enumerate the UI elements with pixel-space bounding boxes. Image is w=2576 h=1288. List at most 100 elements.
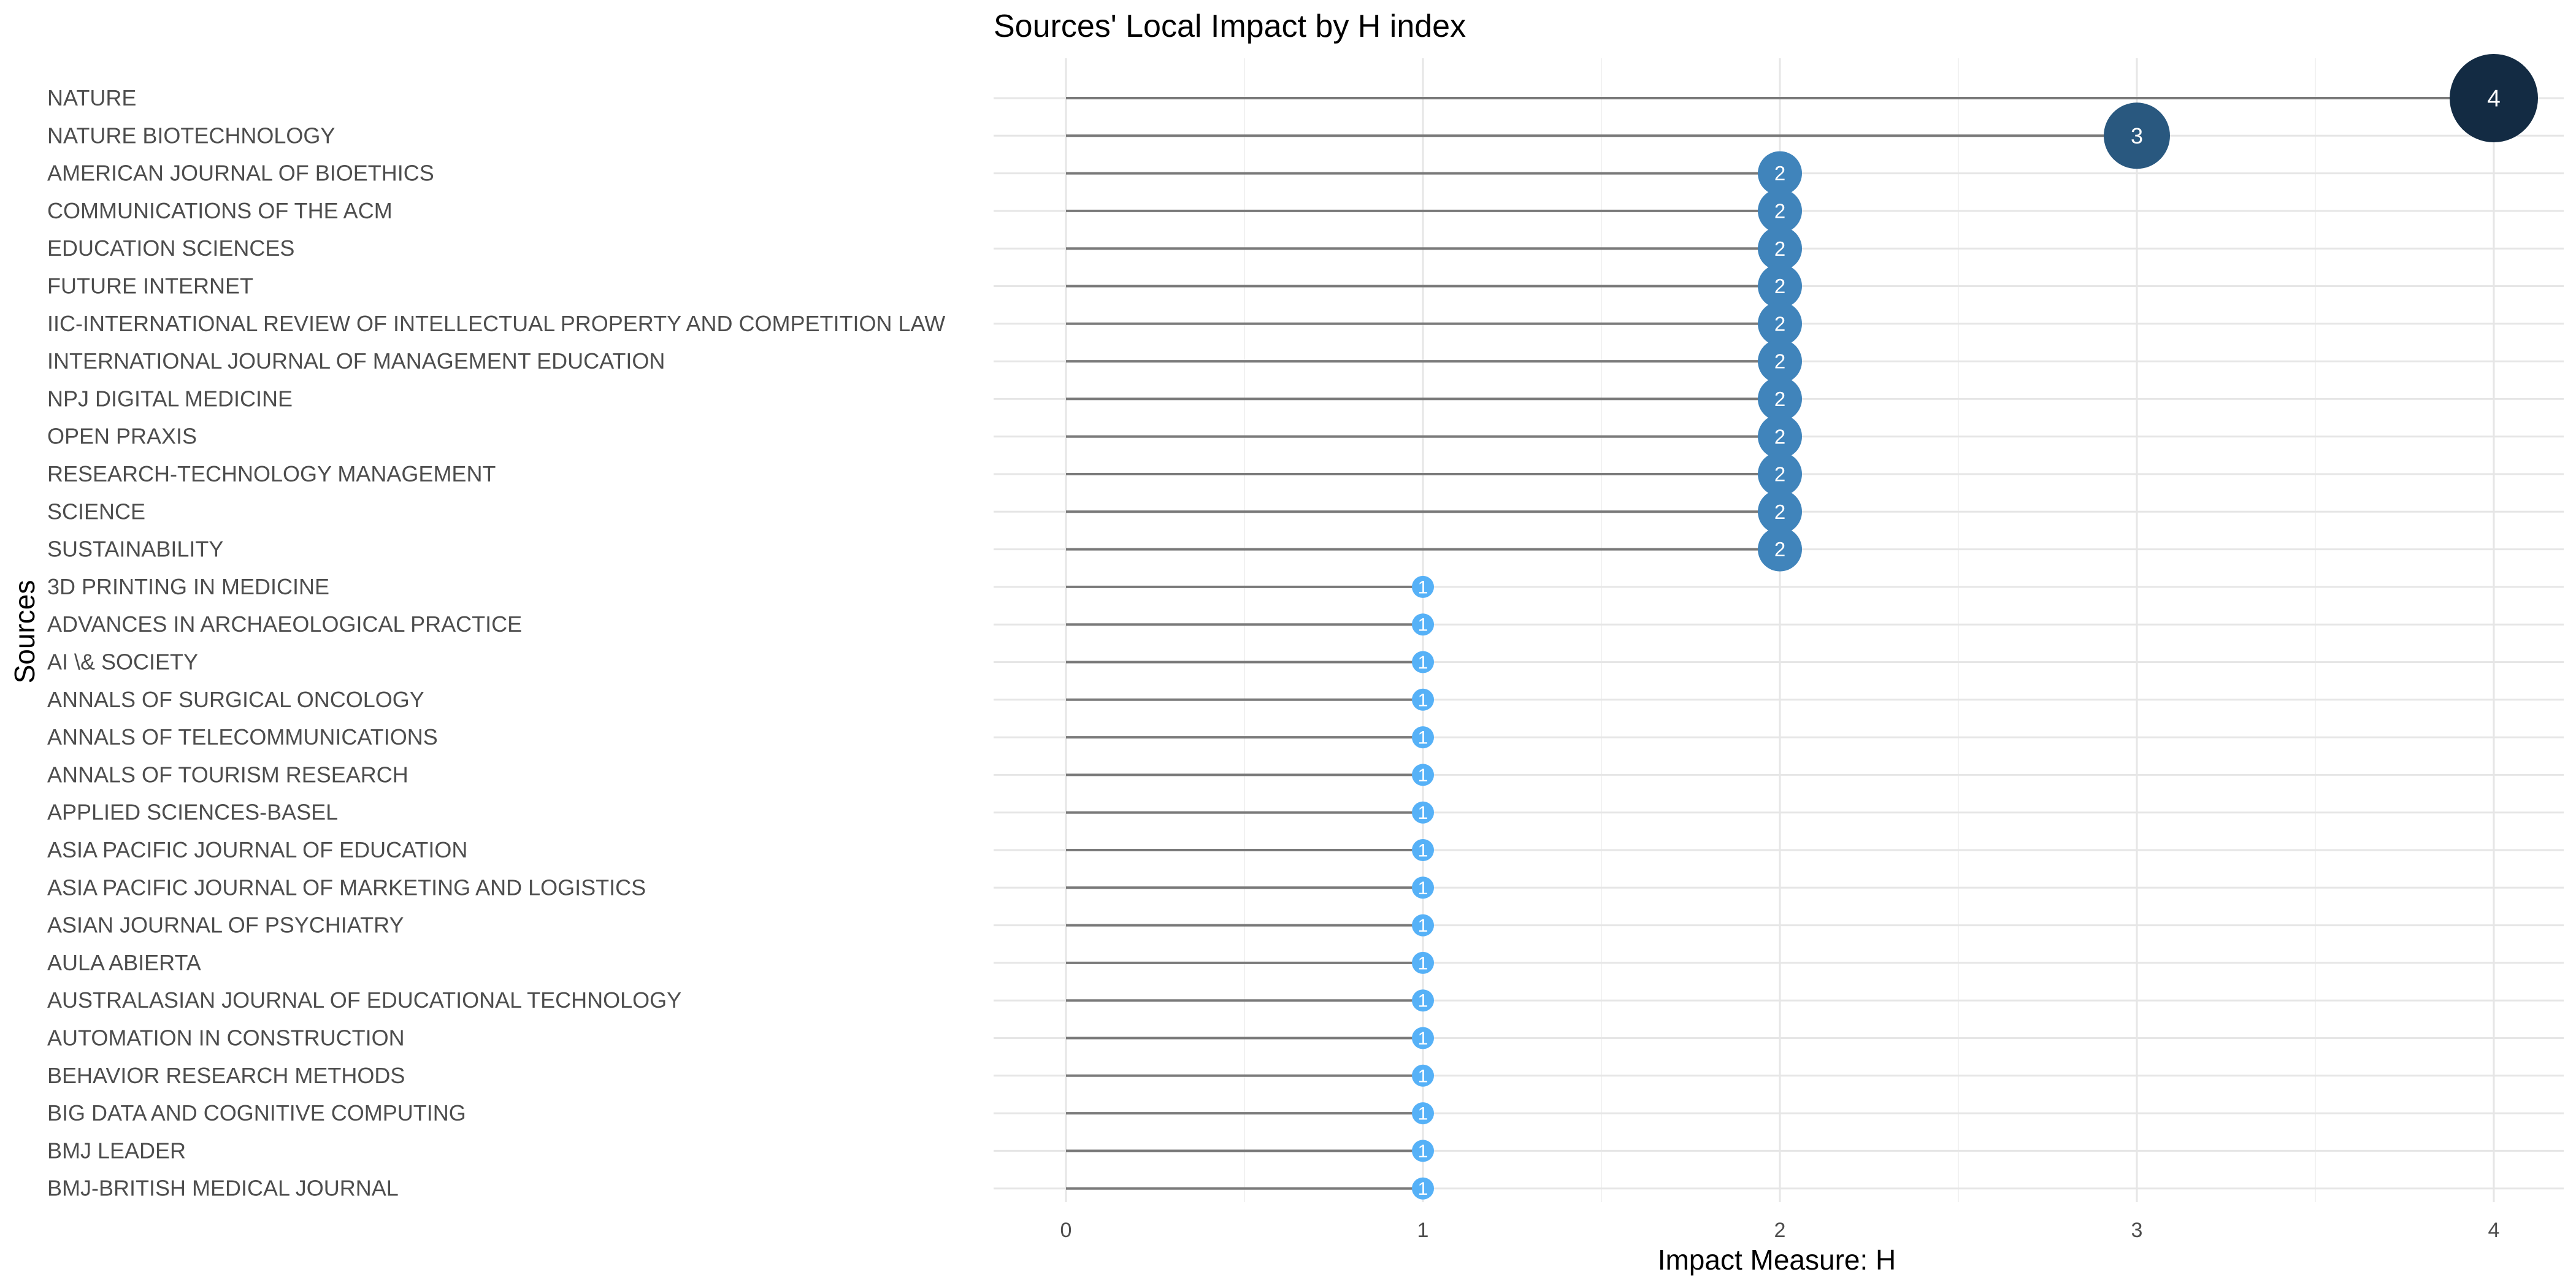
lollipop-dot	[1758, 489, 1802, 534]
lollipop-point: 2	[1758, 527, 1802, 572]
lollipop-dot	[1412, 1140, 1434, 1162]
data-label: 2	[1774, 162, 1785, 185]
data-label: 1	[1418, 803, 1428, 823]
x-axis-title: Impact Measure: H	[1658, 1244, 1896, 1276]
lollipop-dot	[1412, 688, 1434, 711]
lollipop-point: 1	[1412, 1064, 1434, 1087]
data-label: 1	[1418, 953, 1428, 973]
data-label: 2	[1774, 500, 1785, 523]
lollipop-dot	[1412, 726, 1434, 749]
lollipop-dot	[1758, 339, 1802, 384]
lollipop-dot	[1758, 452, 1802, 496]
lollipop-point: 1	[1412, 839, 1434, 861]
y-tick-label: IIC-INTERNATIONAL REVIEW OF INTELLECTUAL…	[47, 311, 945, 336]
data-label: 1	[1418, 615, 1428, 635]
data-label: 1	[1418, 765, 1428, 786]
y-axis-tick-labels: NATURE NATURE BIOTECHNOLOGY AMERICAN JOURN…	[47, 85, 945, 1201]
lollipop-point: 1	[1412, 951, 1434, 974]
lollipop-point: 2	[1758, 301, 1802, 346]
lollipop-dot	[1412, 1027, 1434, 1049]
x-tick-label: 0	[1060, 1219, 1072, 1242]
data-label: 1	[1418, 916, 1428, 936]
y-tick-label: BIG DATA AND COGNITIVE COMPUTING	[47, 1100, 466, 1125]
lollipop-point: 1	[1412, 726, 1434, 749]
y-tick-label: ASIAN JOURNAL OF PSYCHIATRY	[47, 913, 404, 938]
y-tick-label: NPJ DIGITAL MEDICINE	[47, 386, 293, 411]
y-axis-title: Sources	[9, 580, 40, 684]
lollipop-dot	[1758, 151, 1802, 196]
lollipop-dot	[2104, 102, 2170, 169]
lollipop-dot	[1412, 1064, 1434, 1087]
lollipop-point: 2	[1758, 377, 1802, 421]
lollipop-points: 4 3 2 2 2 2 2 2 2 2 2 2 2 1 1 1 1 1 1 1 1 1 1 1 1 1 1 1 1 1	[1412, 54, 2538, 1200]
lollipop-point: 2	[1758, 151, 1802, 196]
lollipop-point: 1	[1412, 1027, 1434, 1049]
data-label: 1	[1418, 1029, 1428, 1049]
lollipop-point: 2	[1758, 264, 1802, 309]
lollipop-point: 2	[1758, 452, 1802, 496]
lollipop-dot	[1412, 951, 1434, 974]
lollipop-point: 1	[1412, 1177, 1434, 1200]
y-tick-label: APPLIED SCIENCES-BASEL	[47, 800, 338, 825]
lollipop-dot	[2450, 54, 2538, 142]
chart-title: Sources' Local Impact by H index	[994, 9, 1466, 44]
data-label: 2	[1774, 463, 1785, 486]
lollipop-dot	[1412, 1102, 1434, 1125]
data-label: 2	[1774, 538, 1785, 561]
lollipop-dot	[1412, 801, 1434, 824]
lollipop-dot	[1758, 226, 1802, 271]
lollipop-dot	[1412, 1177, 1434, 1200]
y-tick-label: SUSTAINABILITY	[47, 537, 223, 562]
data-label: 1	[1418, 1141, 1428, 1162]
lollipop-point: 1	[1412, 688, 1434, 711]
lollipop-dot	[1412, 839, 1434, 861]
y-tick-label: RESEARCH-TECHNOLOGY MANAGEMENT	[47, 461, 496, 486]
lollipop-dot	[1758, 414, 1802, 459]
data-label: 1	[1418, 577, 1428, 597]
lollipop-dot	[1758, 264, 1802, 309]
x-tick-label: 2	[1774, 1219, 1786, 1242]
data-label: 1	[1418, 728, 1428, 748]
data-label: 2	[1774, 275, 1785, 297]
lollipop-point: 1	[1412, 651, 1434, 673]
data-label: 1	[1418, 878, 1428, 899]
y-tick-label: ADVANCES IN ARCHAEOLOGICAL PRACTICE	[47, 611, 522, 637]
lollipop-point: 2	[1758, 226, 1802, 271]
lollipop-point: 1	[1412, 1140, 1434, 1162]
y-tick-label: AULA ABIERTA	[47, 950, 201, 975]
lollipop-point: 2	[1758, 489, 1802, 534]
lollipop-dot	[1412, 914, 1434, 937]
y-tick-label: AI \& SOCIETY	[47, 650, 198, 675]
data-label: 1	[1418, 991, 1428, 1011]
x-tick-label: 1	[1417, 1219, 1429, 1242]
y-tick-label: ASIA PACIFIC JOURNAL OF EDUCATION	[47, 837, 467, 862]
lollipop-point: 2	[1758, 188, 1802, 233]
y-tick-label: FUTURE INTERNET	[47, 274, 253, 299]
data-label: 2	[1774, 388, 1785, 410]
data-label: 2	[1774, 199, 1785, 222]
lollipop-dot	[1758, 377, 1802, 421]
y-tick-label: AUTOMATION IN CONSTRUCTION	[47, 1025, 405, 1051]
y-tick-label: AMERICAN JOURNAL OF BIOETHICS	[47, 161, 434, 186]
data-label: 1	[1418, 1104, 1428, 1124]
data-label: 3	[2131, 123, 2143, 148]
y-tick-label: NATURE BIOTECHNOLOGY	[47, 123, 335, 148]
lollipop-point: 2	[1758, 339, 1802, 384]
lollipop-dot	[1412, 876, 1434, 899]
data-label: 2	[1774, 350, 1785, 373]
y-tick-label: ASIA PACIFIC JOURNAL OF MARKETING AND LO…	[47, 875, 646, 900]
lollipop-point: 1	[1412, 764, 1434, 786]
y-tick-label: NATURE	[47, 85, 136, 110]
lollipop-dot	[1412, 989, 1434, 1012]
y-tick-label: INTERNATIONAL JOURNAL OF MANAGEMENT EDUC…	[47, 348, 665, 374]
data-label: 4	[2487, 86, 2501, 112]
y-tick-label: BMJ LEADER	[47, 1138, 186, 1163]
lollipop-point: 1	[1412, 575, 1434, 598]
lollipop-dot	[1758, 301, 1802, 346]
y-tick-label: ANNALS OF SURGICAL ONCOLOGY	[47, 687, 424, 712]
data-label: 2	[1774, 237, 1785, 260]
lollipop-point: 1	[1412, 989, 1434, 1012]
lollipop-dot	[1758, 527, 1802, 572]
data-label: 1	[1418, 1066, 1428, 1086]
data-label: 2	[1774, 312, 1785, 335]
